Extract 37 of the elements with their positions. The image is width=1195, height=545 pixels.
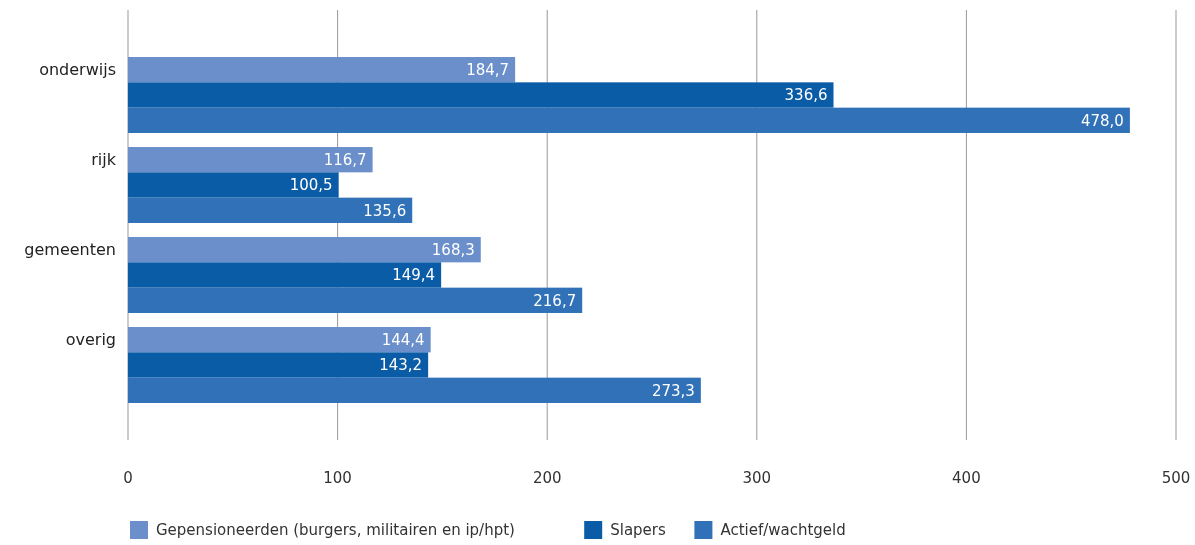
data-label: 135,6 <box>363 201 407 220</box>
bar <box>128 147 373 173</box>
data-label: 144,4 <box>381 330 425 349</box>
bar <box>128 57 516 83</box>
y-tick-label: onderwijs <box>39 60 116 80</box>
x-tick-label: 500 <box>1161 469 1191 488</box>
data-label: 116,7 <box>323 150 367 169</box>
data-label: 336,6 <box>784 86 828 105</box>
x-tick-label: 400 <box>952 469 981 488</box>
bar <box>128 262 442 288</box>
bar <box>128 82 834 108</box>
bar <box>128 107 1130 133</box>
legend-label: Gepensioneerden (burgers, militairen en ip/hpt) <box>156 521 515 540</box>
x-tick-label: 200 <box>532 469 562 488</box>
bar <box>128 352 429 378</box>
y-tick-label: gemeenten <box>24 240 116 260</box>
data-label: 143,2 <box>379 356 423 375</box>
bar <box>128 237 481 263</box>
data-label: 100,5 <box>289 176 333 195</box>
legend-label: Actief/wachtgeld <box>720 521 846 540</box>
bar <box>128 377 701 403</box>
bar <box>128 197 413 223</box>
legend-label: Slapers <box>610 521 666 540</box>
data-label: 273,3 <box>651 381 695 400</box>
data-label: 216,7 <box>533 291 577 310</box>
x-tick-label: 0 <box>123 469 133 488</box>
y-tick-label: rijk <box>91 150 117 170</box>
bar <box>128 287 583 313</box>
bar <box>128 172 339 198</box>
data-label: 168,3 <box>431 240 475 259</box>
bar <box>128 327 431 353</box>
x-tick-label: 300 <box>742 469 772 488</box>
data-label: 149,4 <box>392 266 436 285</box>
data-label: 478,0 <box>1080 111 1124 130</box>
data-label: 184,7 <box>466 60 510 79</box>
y-tick-label: overig <box>65 330 116 350</box>
x-tick-label: 100 <box>323 469 352 488</box>
